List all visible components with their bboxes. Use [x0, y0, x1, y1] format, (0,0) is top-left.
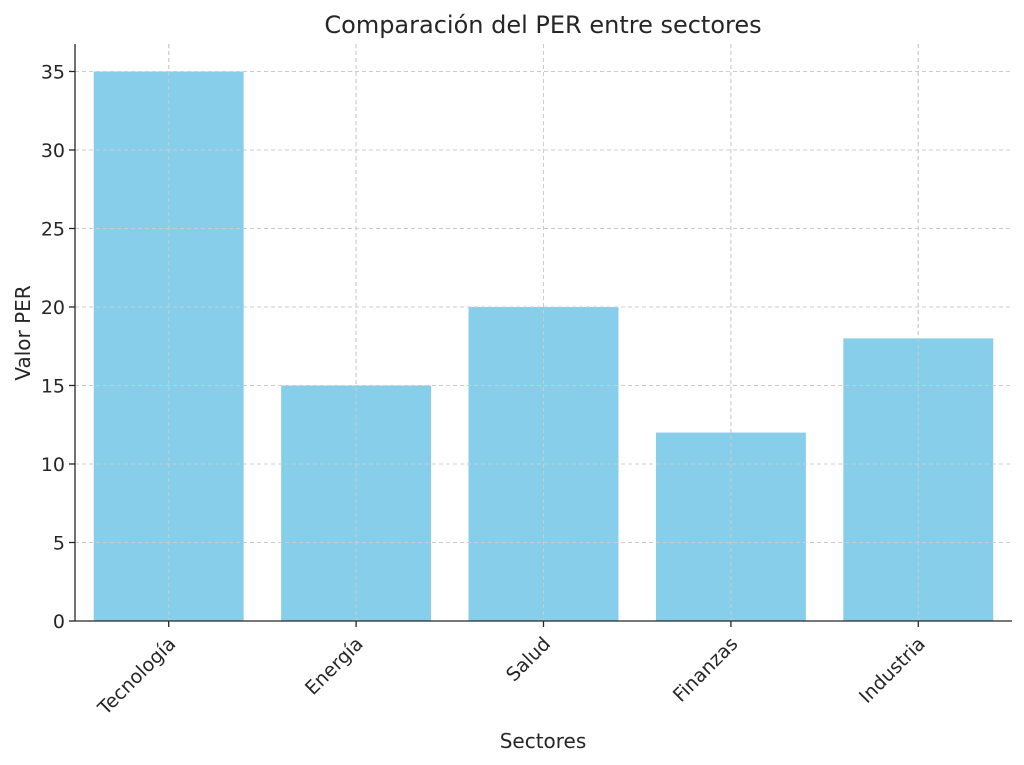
x-tick-label: Salud	[502, 633, 555, 686]
y-axis-ticks: 0 5 10 15 20 25 30 35	[41, 61, 75, 633]
x-axis-ticks: Tecnología Energía Salud Finanzas Industria	[93, 621, 930, 720]
x-tick-label: Industria	[855, 633, 930, 708]
y-tick-label: 5	[53, 532, 65, 554]
x-tick-label: Tecnología	[93, 633, 180, 720]
chart-title: Comparación del PER entre sectores	[324, 11, 761, 39]
y-tick-label: 15	[41, 375, 65, 397]
y-tick-label: 35	[41, 61, 65, 83]
y-axis-label: Valor PER	[11, 285, 35, 380]
y-tick-label: 0	[53, 611, 65, 633]
x-tick-label: Energía	[301, 633, 368, 700]
x-tick-label: Finanzas	[669, 633, 743, 707]
y-tick-label: 10	[41, 454, 65, 476]
x-axis-label: Sectores	[500, 729, 587, 753]
y-tick-label: 20	[41, 297, 65, 319]
y-tick-label: 30	[41, 140, 65, 162]
y-tick-label: 25	[41, 218, 65, 240]
